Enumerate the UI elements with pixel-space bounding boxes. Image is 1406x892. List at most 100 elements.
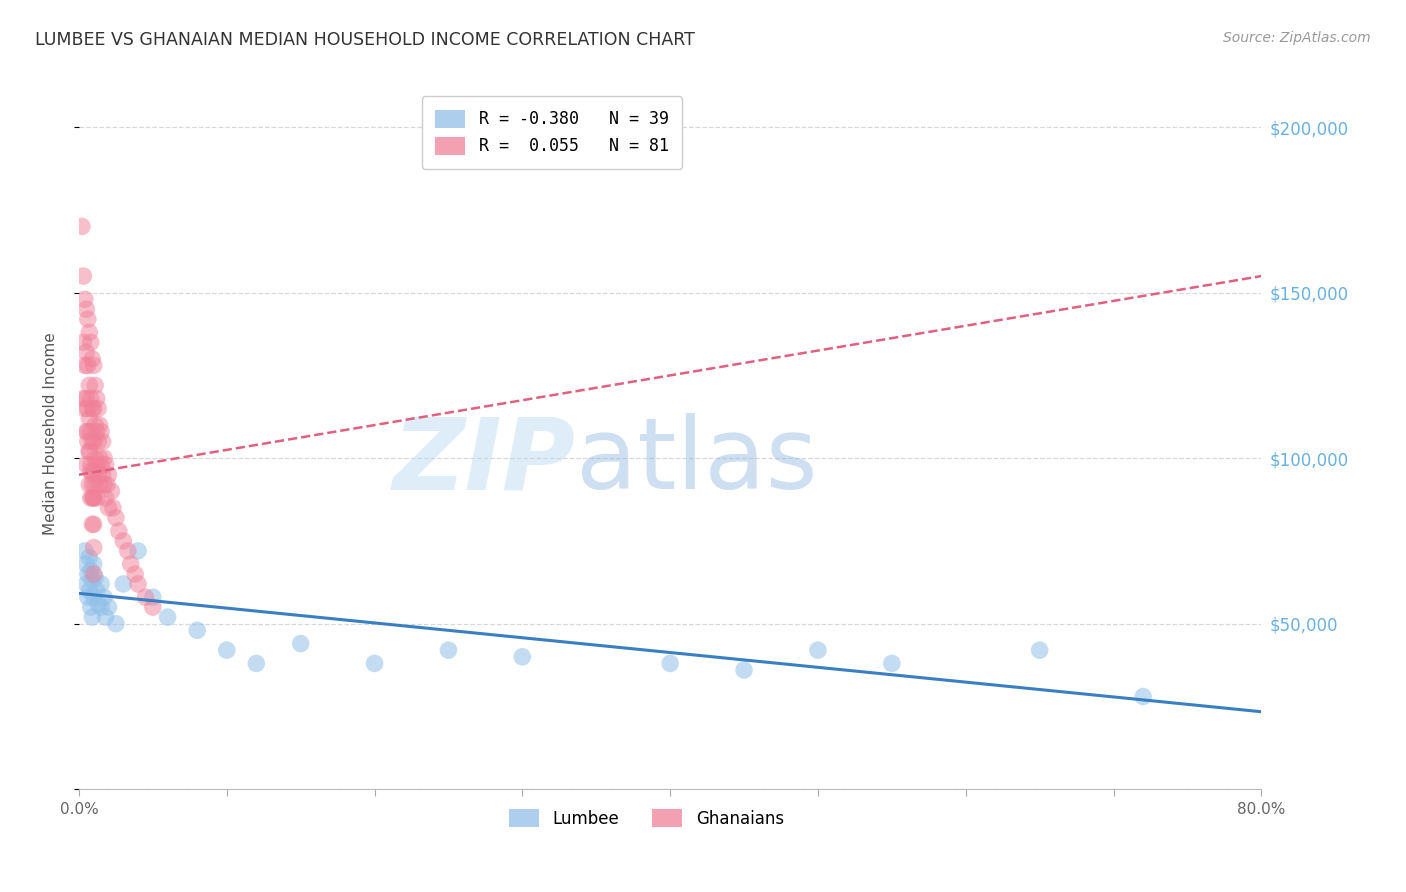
Point	[79, 583, 101, 598]
Point	[880, 657, 903, 671]
Point	[82, 517, 104, 532]
Text: ZIP: ZIP	[392, 413, 575, 510]
Point	[89, 418, 111, 433]
Point	[76, 567, 98, 582]
Point	[80, 464, 103, 478]
Point	[104, 616, 127, 631]
Point	[75, 392, 97, 406]
Point	[82, 351, 104, 366]
Point	[83, 491, 105, 505]
Point	[76, 425, 98, 439]
Point	[290, 636, 312, 650]
Point	[83, 491, 105, 505]
Point	[134, 591, 156, 605]
Point	[86, 583, 108, 598]
Point	[83, 567, 105, 582]
Point	[76, 401, 98, 416]
Point	[84, 451, 107, 466]
Point	[80, 335, 103, 350]
Point	[83, 591, 105, 605]
Point	[1028, 643, 1050, 657]
Point	[120, 557, 142, 571]
Point	[84, 418, 107, 433]
Point	[108, 524, 131, 538]
Point	[100, 484, 122, 499]
Point	[75, 458, 97, 472]
Text: atlas: atlas	[575, 413, 817, 510]
Point	[94, 458, 117, 472]
Point	[82, 434, 104, 449]
Point	[84, 477, 107, 491]
Point	[90, 425, 112, 439]
Point	[86, 458, 108, 472]
Point	[76, 359, 98, 373]
Point	[83, 557, 105, 571]
Point	[93, 591, 115, 605]
Point	[83, 359, 105, 373]
Point	[112, 533, 135, 548]
Point	[80, 491, 103, 505]
Point	[104, 510, 127, 524]
Point	[79, 411, 101, 425]
Point	[82, 477, 104, 491]
Point	[91, 467, 114, 482]
Point	[96, 477, 118, 491]
Point	[82, 574, 104, 588]
Point	[83, 434, 105, 449]
Point	[75, 577, 97, 591]
Point	[93, 451, 115, 466]
Point	[90, 600, 112, 615]
Point	[73, 292, 96, 306]
Point	[124, 567, 146, 582]
Point	[72, 269, 94, 284]
Point	[89, 451, 111, 466]
Point	[84, 570, 107, 584]
Point	[82, 401, 104, 416]
Legend: Lumbee, Ghanaians: Lumbee, Ghanaians	[502, 802, 790, 834]
Point	[87, 401, 110, 416]
Point	[112, 577, 135, 591]
Point	[83, 464, 105, 478]
Point	[84, 378, 107, 392]
Point	[87, 467, 110, 482]
Point	[94, 610, 117, 624]
Point	[89, 477, 111, 491]
Text: Source: ZipAtlas.com: Source: ZipAtlas.com	[1223, 31, 1371, 45]
Point	[82, 610, 104, 624]
Point	[437, 643, 460, 657]
Point	[80, 392, 103, 406]
Point	[142, 591, 165, 605]
Point	[82, 467, 104, 482]
Point	[97, 600, 120, 615]
Point	[72, 392, 94, 406]
Point	[215, 643, 238, 657]
Point	[79, 444, 101, 458]
Point	[72, 335, 94, 350]
Point	[73, 359, 96, 373]
Point	[79, 326, 101, 340]
Point	[363, 657, 385, 671]
Point	[97, 467, 120, 482]
Text: LUMBEE VS GHANAIAN MEDIAN HOUSEHOLD INCOME CORRELATION CHART: LUMBEE VS GHANAIAN MEDIAN HOUSEHOLD INCO…	[35, 31, 695, 49]
Point	[733, 663, 755, 677]
Point	[86, 491, 108, 505]
Point	[127, 577, 149, 591]
Point	[75, 425, 97, 439]
Point	[245, 657, 267, 671]
Point	[86, 425, 108, 439]
Point	[142, 600, 165, 615]
Point	[79, 444, 101, 458]
Point	[1132, 690, 1154, 704]
Y-axis label: Median Household Income: Median Household Income	[44, 332, 58, 534]
Point	[79, 378, 101, 392]
Point	[127, 544, 149, 558]
Point	[807, 643, 830, 657]
Point	[86, 392, 108, 406]
Point	[83, 517, 105, 532]
Point	[73, 544, 96, 558]
Point	[80, 564, 103, 578]
Point	[76, 591, 98, 605]
Point	[80, 600, 103, 615]
Point	[97, 500, 120, 515]
Point	[94, 491, 117, 505]
